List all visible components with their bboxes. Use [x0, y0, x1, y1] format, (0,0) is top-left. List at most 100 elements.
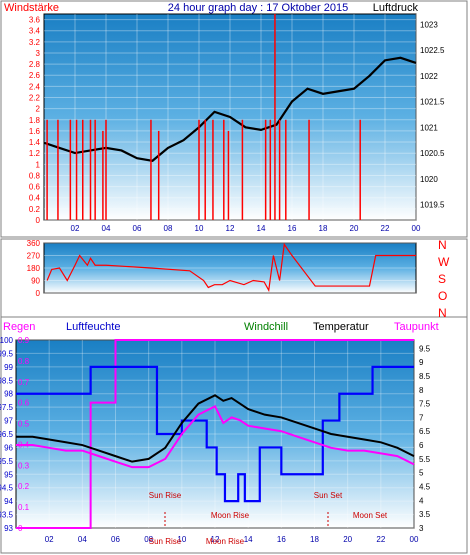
humidity-y-tick-label: 98 — [4, 390, 13, 399]
right-label-dewpoint: Taupunkt — [394, 321, 439, 333]
direction-plot-area — [43, 242, 417, 294]
astro-annotation: Moon Rise — [211, 511, 250, 520]
temperature-y-tick-label: 5 — [419, 469, 424, 478]
rain-y-tick-label: 0.8 — [18, 357, 30, 366]
pressure-y-tick-label: 1022 — [420, 72, 438, 81]
wind-y-tick-label: 3.4 — [29, 27, 41, 36]
wind-y-tick-label: 1.8 — [29, 116, 41, 125]
wind-x-tick-label: 06 — [133, 224, 142, 233]
chart-title: 24 hour graph day : 17 Oktober 2015 — [168, 2, 348, 14]
temperature-y-tick-label: 9.5 — [419, 344, 431, 353]
wind-y-tick-label: 3.6 — [29, 16, 41, 25]
astro-annotation: Sun Rise — [149, 537, 182, 546]
rain-line — [16, 339, 414, 529]
rain-y-tick-label: 0.4 — [18, 440, 30, 449]
pressure-y-tick-label: 1020.5 — [420, 149, 445, 158]
right-label-temperature: Temperatur — [313, 321, 369, 333]
hum-x-tick-label: 16 — [277, 535, 286, 544]
hum-x-tick-label: 04 — [78, 535, 87, 544]
temperature-y-tick-label: 3 — [419, 524, 424, 533]
temperature-y-tick-label: 9 — [419, 358, 424, 367]
direction-y-tick-label: 360 — [27, 239, 41, 248]
hum-panel-frame — [0, 316, 468, 554]
direction-y-tick-label: 90 — [31, 277, 40, 286]
hum-x-tick-label: 06 — [111, 535, 120, 544]
hum-x-tick-label: 12 — [211, 535, 220, 544]
wind-y-tick-label: 2.6 — [29, 71, 41, 80]
humidity-y-tick-label: 93.5 — [0, 511, 14, 520]
wind-x-tick-label: 22 — [381, 224, 390, 233]
right-label-pressure: Luftdruck — [373, 2, 419, 14]
dewpoint-line — [16, 405, 415, 469]
wind-y-tick-label: 0.2 — [29, 205, 41, 214]
pressure-y-tick-label: 1022.5 — [420, 46, 445, 55]
wind-x-tick-label: 18 — [319, 224, 328, 233]
humidity-y-tick-label: 96 — [4, 443, 13, 452]
temperature-y-tick-label: 6.5 — [419, 427, 431, 436]
astro-annotation: Sun Set — [314, 491, 343, 500]
humidity-y-tick-label: 95 — [4, 470, 13, 479]
wind-x-tick-label: 02 — [71, 224, 80, 233]
humidity-y-tick-label: 97 — [4, 417, 13, 426]
hum-x-tick-label: 20 — [343, 535, 352, 544]
humidity-y-tick-label: 95.5 — [0, 457, 14, 466]
wind-x-tick-label: 14 — [257, 224, 266, 233]
humidity-y-tick-label: 98.5 — [0, 376, 14, 385]
wind-x-tick-label: 12 — [226, 224, 235, 233]
compass-label: O — [438, 289, 447, 303]
rain-y-tick-label: 0.7 — [18, 378, 30, 387]
rain-y-tick-label: 0.3 — [18, 461, 30, 470]
wind-y-tick-label: 1.2 — [29, 149, 41, 158]
compass-label: S — [438, 272, 446, 286]
wind-y-tick-label: 0 — [36, 216, 41, 225]
wind-y-tick-label: 0.8 — [29, 171, 41, 180]
humidity-y-tick-label: 94.5 — [0, 484, 14, 493]
astro-annotation: Moon Set — [353, 511, 388, 520]
rain-y-tick-label: 0.1 — [18, 503, 30, 512]
hum-x-tick-label: 02 — [45, 535, 54, 544]
pressure-y-tick-label: 1020 — [420, 175, 438, 184]
hum-x-tick-label: 14 — [244, 535, 253, 544]
right-label-windchill: Windchill — [244, 321, 288, 333]
left-label-rain: Regen — [3, 321, 35, 333]
temperature-y-tick-label: 8.5 — [419, 372, 431, 381]
astro-annotation: Sun Rise — [149, 491, 182, 500]
humidity-y-tick-label: 94 — [4, 497, 13, 506]
wind-y-tick-label: 2.2 — [29, 94, 41, 103]
hum-plot-area — [15, 339, 415, 529]
direction-y-tick-label: 270 — [27, 252, 41, 261]
rain-y-tick-label: 0.2 — [18, 482, 30, 491]
wind-x-tick-label: 10 — [195, 224, 204, 233]
humidity-line — [16, 365, 414, 503]
left-label-humidity: Luftfeuchte — [66, 321, 120, 333]
humidity-y-tick-label: 93 — [4, 524, 13, 533]
compass-label: W — [438, 255, 450, 269]
wind-x-tick-label: 00 — [412, 224, 421, 233]
hum-x-tick-label: 00 — [410, 535, 419, 544]
temperature-y-tick-label: 8 — [419, 386, 424, 395]
hum-x-tick-label: 22 — [376, 535, 385, 544]
wind-direction-line — [46, 242, 416, 293]
hum-x-tick-label: 08 — [144, 535, 153, 544]
wind-x-tick-label: 08 — [164, 224, 173, 233]
temperature-y-tick-label: 3.5 — [419, 510, 431, 519]
temperature-y-tick-label: 4 — [419, 496, 424, 505]
temperature-y-tick-label: 4.5 — [419, 483, 431, 492]
rain-y-tick-label: 0.6 — [18, 399, 30, 408]
humidity-y-tick-label: 97.5 — [0, 403, 14, 412]
wind-y-tick-label: 0.4 — [29, 194, 41, 203]
compass-label: N — [438, 306, 447, 320]
wind-y-tick-label: 2 — [36, 105, 41, 114]
wind-y-tick-label: 2.4 — [29, 82, 41, 91]
hum-x-tick-label: 10 — [177, 535, 186, 544]
humidity-y-tick-label: 96.5 — [0, 430, 14, 439]
wind-y-tick-label: 1 — [36, 160, 41, 169]
humidity-y-tick-label: 100 — [0, 336, 14, 345]
pressure-y-tick-label: 1021 — [420, 123, 438, 132]
hum-x-tick-label: 18 — [310, 535, 319, 544]
humidity-y-tick-label: 99 — [4, 363, 13, 372]
temperature-y-tick-label: 5.5 — [419, 455, 431, 464]
pressure-y-tick-label: 1023 — [420, 20, 438, 29]
pressure-y-tick-label: 1019.5 — [420, 201, 445, 210]
